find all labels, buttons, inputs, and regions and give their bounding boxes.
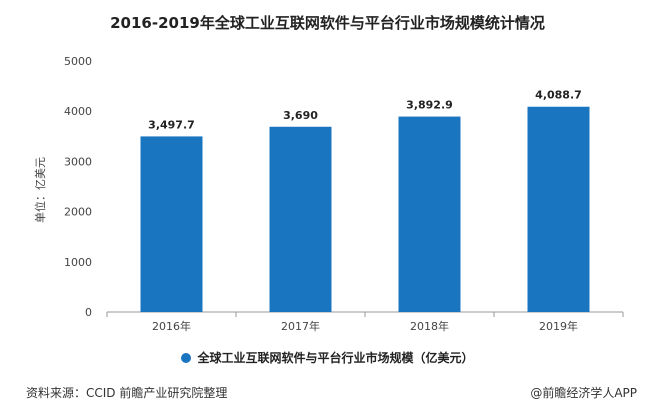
legend-marker — [181, 353, 192, 363]
source-note: 资料来源：CCID 前瞻产业研究院整理 — [26, 386, 228, 400]
x-tick-label: 2019年 — [539, 319, 578, 333]
bar — [527, 106, 590, 313]
legend-label: 全球工业互联网软件与平台行业市场规模（亿美元） — [197, 351, 474, 365]
data-label: 3,892.9 — [406, 99, 453, 112]
y-axis-label: 单位：亿美元 — [34, 157, 47, 223]
x-tick-label: 2017年 — [281, 319, 320, 333]
credit-note: @前瞻经济学人APP — [530, 386, 637, 400]
y-tick-label: 3000 — [64, 155, 92, 168]
data-label: 3,497.7 — [148, 118, 195, 131]
data-label: 4,088.7 — [535, 89, 582, 102]
data-label: 3,690 — [283, 109, 318, 122]
y-tick-label: 4000 — [64, 105, 92, 118]
y-tick-label: 5000 — [64, 55, 92, 68]
y-tick-label: 1000 — [64, 256, 92, 269]
legend: 全球工业互联网软件与平台行业市场规模（亿美元） — [0, 349, 655, 366]
x-tick-label: 2016年 — [152, 319, 191, 333]
x-tick-label: 2018年 — [410, 319, 449, 333]
y-tick-label: 0 — [85, 306, 92, 319]
bar — [140, 136, 203, 312]
bar — [398, 116, 461, 313]
chart-title: 2016-2019年全球工业互联网软件与平台行业市场规模统计情况 — [110, 14, 545, 32]
y-tick-label: 2000 — [64, 206, 92, 219]
bar — [269, 126, 332, 313]
